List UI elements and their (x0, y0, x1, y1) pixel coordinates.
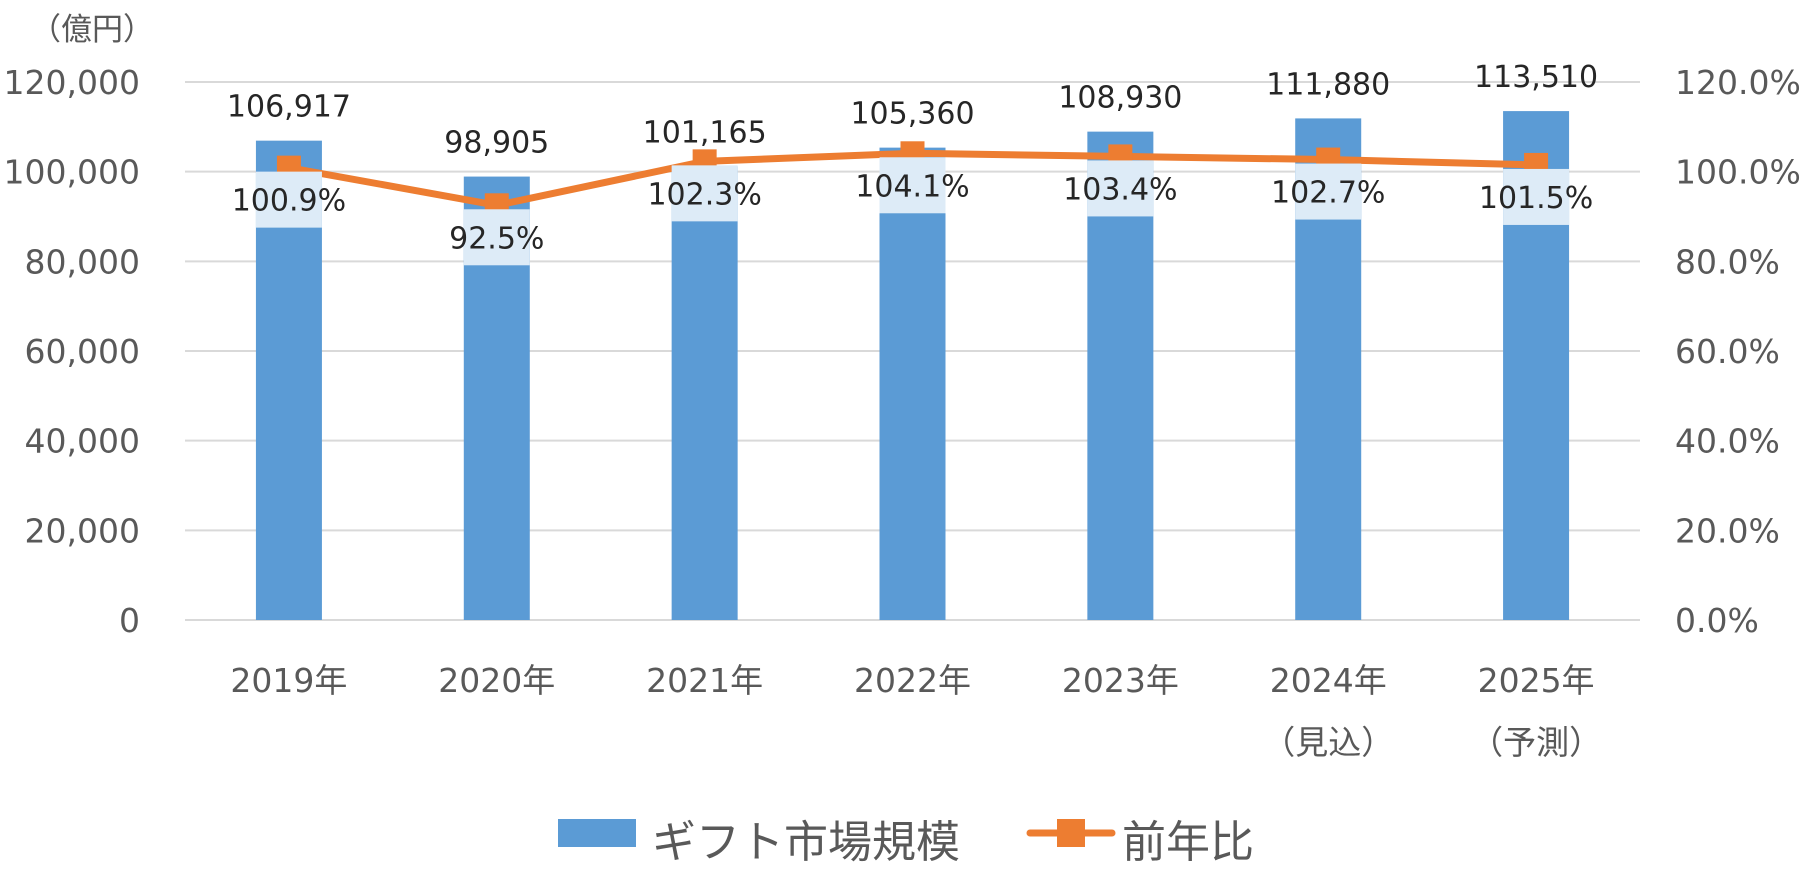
left-axis-tick-label: 100,000 (4, 153, 140, 192)
left-axis-unit-label: （億円） (30, 12, 154, 48)
category-label: 2025年 (1478, 661, 1595, 700)
right-axis-tick-label: 40.0% (1675, 422, 1780, 461)
right-axis-tick-label: 100.0% (1675, 153, 1801, 192)
category-label: 2019年 (230, 661, 347, 700)
category-label: 2020年 (438, 661, 555, 700)
category-label: 2022年 (854, 661, 971, 700)
category-label: 2021年 (646, 661, 763, 700)
pct-label-box-3 (879, 157, 946, 214)
legend-line-label: 前年比 (1122, 817, 1254, 868)
yoy-value-label: 102.7% (1271, 176, 1385, 211)
category-label: 2024年 (1270, 661, 1387, 700)
bar-2 (671, 166, 738, 620)
category-label: （見込） (1262, 723, 1394, 762)
bar-value-label: 111,880 (1266, 67, 1390, 102)
left-axis-tick-label: 20,000 (25, 511, 140, 550)
left-axis-tick-label: 0 (119, 601, 140, 640)
yoy-value-label: 101.5% (1479, 181, 1593, 216)
bar-value-label: 108,930 (1058, 81, 1182, 116)
yoy-value-label: 103.4% (1063, 172, 1177, 207)
yoy-value-label: 100.9% (232, 184, 346, 219)
left-axis-tick-label: 80,000 (25, 242, 140, 281)
axes: 0 20,000 40,000 60,000 80,000 100,000 120,000 0… (4, 12, 1801, 762)
right-axis-tick-label: 80.0% (1675, 242, 1780, 281)
bar-value-label: 113,510 (1474, 60, 1598, 95)
legend-bar-swatch (558, 819, 636, 847)
category-label: （予測） (1470, 723, 1602, 762)
legend-bar-label: ギフト市場規模 (652, 817, 960, 868)
pct-label-box-6 (1503, 168, 1570, 225)
right-axis-tick-label: 20.0% (1675, 511, 1780, 550)
yoy-value-label: 102.3% (647, 177, 761, 212)
legend: ギフト市場規模 前年比 (558, 817, 1254, 868)
bar-value-label: 106,917 (227, 90, 351, 125)
right-axis-tick-label: 60.0% (1675, 332, 1780, 371)
yoy-value-label: 104.1% (855, 169, 969, 204)
bar-value-label: 98,905 (444, 126, 549, 161)
left-axis-tick-label: 120,000 (4, 63, 140, 102)
category-label: 2023年 (1062, 661, 1179, 700)
left-axis-tick-label: 60,000 (25, 332, 140, 371)
bar-value-label: 101,165 (643, 115, 767, 150)
pct-label-box-1 (463, 209, 530, 266)
pct-label-box-2 (671, 165, 738, 222)
right-axis-tick-label: 0.0% (1675, 601, 1759, 640)
legend-line-marker (1057, 819, 1085, 847)
bar-value-label: 105,360 (850, 97, 974, 132)
left-axis-tick-label: 40,000 (25, 422, 140, 461)
pct-label-box-0 (255, 171, 322, 228)
bar-3 (879, 147, 946, 621)
data-labels: 106,917 98,905 101,165 105,360 108,930 111,88… (227, 60, 1598, 266)
pct-label-box-5 (1295, 163, 1362, 220)
yoy-value-label: 92.5% (449, 221, 544, 256)
pct-label-box-4 (1087, 160, 1154, 217)
right-axis-tick-label: 120.0% (1675, 63, 1801, 102)
